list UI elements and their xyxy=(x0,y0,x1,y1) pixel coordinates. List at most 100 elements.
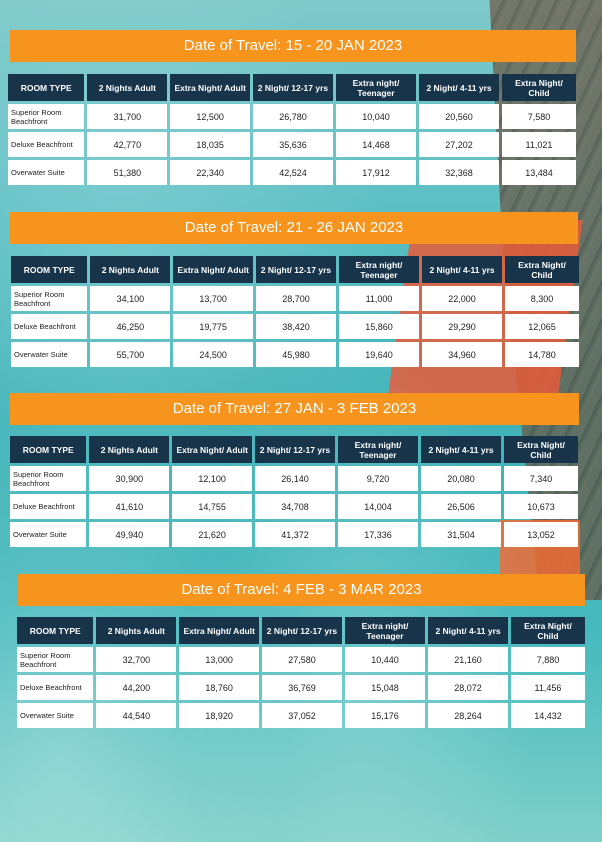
column-header: 2 Night/ 4-11 yrs xyxy=(419,74,499,101)
rate-cell: 18,035 xyxy=(170,132,251,157)
column-header: Extra Night/ Adult xyxy=(173,256,254,283)
rate-cell: 20,560 xyxy=(419,104,499,129)
table-row: Deluxe Beachfront 46,250 19,775 38,420 15,86… xyxy=(11,314,579,339)
rate-cell: 28,700 xyxy=(256,286,336,311)
column-header: Extra Night/ Adult xyxy=(172,436,253,463)
rate-cell: 34,960 xyxy=(422,342,502,367)
rate-cell: 14,004 xyxy=(337,494,419,519)
column-header: 2 Night/ 12-17 yrs xyxy=(253,74,333,101)
rate-cell: 27,580 xyxy=(262,647,342,672)
table-row: Overwater Suite 51,380 22,340 42,524 17,912 3… xyxy=(8,160,576,185)
rate-cell: 15,048 xyxy=(344,675,426,700)
rate-cell: 12,500 xyxy=(170,104,251,129)
room-type-cell: Overwater Suite xyxy=(17,703,94,728)
rate-cell: 36,769 xyxy=(262,675,342,700)
column-header: Extra Night/ Child xyxy=(501,74,576,101)
column-header: ROOM TYPE xyxy=(17,617,94,644)
rate-cell: 17,912 xyxy=(335,160,417,185)
rate-cell: 49,940 xyxy=(89,522,170,547)
room-type-cell: Overwater Suite xyxy=(10,522,87,547)
column-header: 2 Night/ 4-11 yrs xyxy=(421,436,501,463)
section-banner: Date of Travel: 21 - 26 JAN 2023 xyxy=(10,212,578,244)
rate-cell: 38,420 xyxy=(256,314,336,339)
rate-cell: 14,432 xyxy=(510,703,585,728)
rate-cell: 34,100 xyxy=(90,286,171,311)
rate-cell: 14,780 xyxy=(504,342,579,367)
rate-cell: 44,200 xyxy=(96,675,177,700)
column-header: ROOM TYPE xyxy=(11,256,88,283)
rate-cell: 20,080 xyxy=(421,466,501,491)
table-header-row: ROOM TYPE 2 Nights Adult Extra Night/ Adul… xyxy=(11,256,579,283)
table-row: Superior Room Beachfront 31,700 12,500 26,7… xyxy=(8,104,576,129)
table-row: Deluxe Beachfront 44,200 18,760 36,769 15,04… xyxy=(17,675,585,700)
column-header: 2 Nights Adult xyxy=(90,256,171,283)
table-row: Deluxe Beachfront 41,610 14,755 34,708 14,00… xyxy=(10,494,578,519)
rate-cell: 27,202 xyxy=(419,132,499,157)
rate-cell: 21,160 xyxy=(428,647,508,672)
table-row: Overwater Suite 44,540 18,920 37,052 15,176 2… xyxy=(17,703,585,728)
rate-cell: 41,610 xyxy=(89,494,170,519)
rate-cell: 13,052 xyxy=(503,522,578,547)
rate-cell: 22,340 xyxy=(170,160,251,185)
column-header: 2 Nights Adult xyxy=(96,617,177,644)
column-header: 2 Nights Adult xyxy=(89,436,170,463)
table-row: Deluxe Beachfront 42,770 18,035 35,636 14,46… xyxy=(8,132,576,157)
rate-cell: 12,065 xyxy=(504,314,579,339)
rate-cell: 37,052 xyxy=(262,703,342,728)
table-row: Superior Room Beachfront 32,700 13,000 27,5… xyxy=(17,647,585,672)
column-header: Extra Night/ Child xyxy=(503,436,578,463)
rate-cell: 24,500 xyxy=(173,342,254,367)
rate-cell: 14,755 xyxy=(172,494,253,519)
column-header: Extra night/ Teenager xyxy=(337,436,419,463)
rate-cell: 11,456 xyxy=(510,675,585,700)
rate-cell: 29,290 xyxy=(422,314,502,339)
table-row: Superior Room Beachfront 30,900 12,100 26,1… xyxy=(10,466,578,491)
rate-cell: 8,300 xyxy=(504,286,579,311)
rate-cell: 26,780 xyxy=(253,104,333,129)
rate-cell: 10,440 xyxy=(344,647,426,672)
room-type-cell: Deluxe Beachfront xyxy=(11,314,88,339)
rate-cell: 7,880 xyxy=(510,647,585,672)
table-header-row: ROOM TYPE 2 Nights Adult Extra Night/ Adul… xyxy=(8,74,576,101)
rate-cell: 30,900 xyxy=(89,466,170,491)
rate-cell: 9,720 xyxy=(337,466,419,491)
column-header: Extra Night/ Adult xyxy=(179,617,260,644)
rate-cell: 35,636 xyxy=(253,132,333,157)
column-header: Extra night/ Teenager xyxy=(338,256,420,283)
rate-cell: 55,700 xyxy=(90,342,171,367)
section-banner: Date of Travel: 15 - 20 JAN 2023 xyxy=(10,30,576,62)
column-header: Extra night/ Teenager xyxy=(344,617,426,644)
column-header: Extra night/ Teenager xyxy=(335,74,417,101)
rate-cell: 31,700 xyxy=(87,104,168,129)
column-header: 2 Night/ 12-17 yrs xyxy=(255,436,335,463)
column-header: 2 Night/ 4-11 yrs xyxy=(422,256,502,283)
rate-cell: 19,775 xyxy=(173,314,254,339)
rate-cell: 13,484 xyxy=(501,160,576,185)
rate-cell: 7,340 xyxy=(503,466,578,491)
rate-cell: 13,700 xyxy=(173,286,254,311)
column-header: 2 Night/ 12-17 yrs xyxy=(262,617,342,644)
room-type-cell: Superior Room Beachfront xyxy=(11,286,88,311)
rate-cell: 32,700 xyxy=(96,647,177,672)
rate-cell: 13,000 xyxy=(179,647,260,672)
rate-cell: 46,250 xyxy=(90,314,171,339)
table-header-row: ROOM TYPE 2 Nights Adult Extra Night/ Adul… xyxy=(10,436,578,463)
rate-table: ROOM TYPE 2 Nights Adult Extra Night/ Adul… xyxy=(8,253,582,370)
rate-cell: 10,040 xyxy=(335,104,417,129)
column-header: 2 Night/ 12-17 yrs xyxy=(256,256,336,283)
rate-cell: 15,176 xyxy=(344,703,426,728)
rate-cell: 18,920 xyxy=(179,703,260,728)
rate-cell: 26,506 xyxy=(421,494,501,519)
room-type-cell: Deluxe Beachfront xyxy=(8,132,85,157)
rate-cell: 10,673 xyxy=(503,494,578,519)
rate-cell: 31,504 xyxy=(421,522,501,547)
rate-table: ROOM TYPE 2 Nights Adult Extra Night/ Adul… xyxy=(7,433,581,550)
column-header: Extra Night/ Child xyxy=(510,617,585,644)
rate-cell: 7,580 xyxy=(501,104,576,129)
column-header: ROOM TYPE xyxy=(8,74,85,101)
rate-cell: 44,540 xyxy=(96,703,177,728)
table-row: Overwater Suite 55,700 24,500 45,980 19,640 3… xyxy=(11,342,579,367)
rate-cell: 28,264 xyxy=(428,703,508,728)
column-header: Extra Night/ Child xyxy=(504,256,579,283)
rate-cell: 45,980 xyxy=(256,342,336,367)
